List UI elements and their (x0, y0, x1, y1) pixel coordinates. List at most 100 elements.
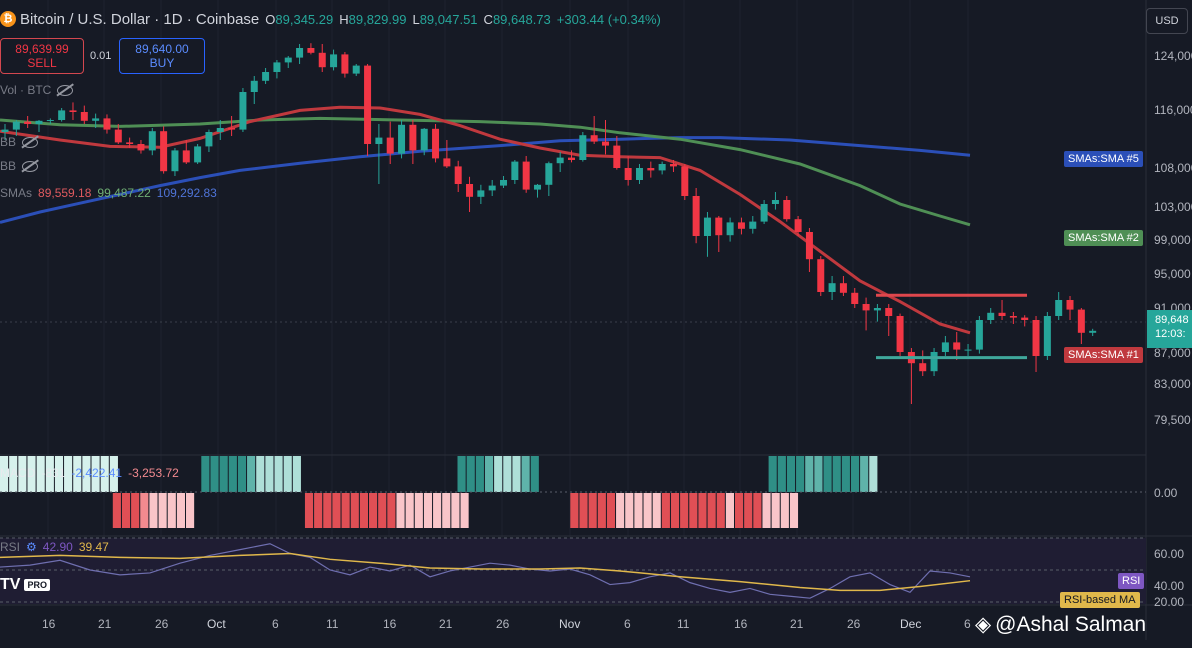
macd-bar (350, 493, 359, 528)
macd-bar (256, 456, 265, 492)
candle-body (1021, 317, 1029, 320)
candle-body (12, 121, 20, 130)
x-axis-label: 21 (439, 617, 453, 631)
candle-body (1043, 316, 1051, 356)
rsi-value: 42.90 (42, 540, 73, 554)
rsi-tag: RSI (1118, 573, 1145, 589)
macd-bar (314, 493, 323, 528)
candle-body (771, 200, 779, 204)
ohlc-low: L89,047.51 (412, 11, 478, 27)
candle-body (341, 54, 349, 74)
candle-body (851, 292, 859, 304)
macd-bar (369, 493, 378, 528)
macd-bar (869, 456, 878, 492)
ohlc-close: C89,648.73 (483, 11, 551, 27)
sma1-line (0, 105, 971, 335)
candle-body (488, 185, 496, 191)
macd-value-2: -2,422.41 (71, 466, 123, 480)
currency-selector[interactable]: USD (1146, 8, 1188, 34)
macd-bar (451, 493, 460, 528)
macd-bar (149, 493, 158, 528)
macd-bar (786, 456, 796, 492)
candle-body (375, 137, 383, 144)
macd-bar (570, 493, 579, 528)
bb-indicator-label-1[interactable]: BB (0, 135, 39, 149)
candle-body (941, 342, 949, 352)
candle-body (692, 196, 700, 236)
macd-indicator-label[interactable]: MACD -831 -2,422.41 -3,253.72 (0, 466, 179, 480)
price-axis-label: 95,000 (1154, 267, 1191, 281)
smas-indicator-label[interactable]: SMAs 89,559.18 99,487.22 109,292.83 (0, 186, 217, 200)
x-axis-label: 26 (496, 617, 510, 631)
candle-body (69, 110, 77, 112)
price-axis-label: 99,000 (1154, 233, 1191, 247)
current-price-tag: 89,648 12:03: (1147, 310, 1192, 348)
macd-bar (405, 493, 414, 528)
bb-indicator-label-2[interactable]: BB (0, 159, 39, 173)
candle-body (35, 120, 43, 124)
candle-body (975, 320, 983, 350)
candle-body (92, 118, 100, 121)
macd-bar (661, 493, 670, 528)
eye-hidden-icon[interactable] (22, 160, 39, 172)
x-axis-label: 6 (624, 617, 631, 631)
volume-indicator-label[interactable]: Vol · BTC (0, 83, 74, 97)
macd-bar (323, 493, 332, 528)
settings-icon[interactable]: ⚙ (26, 540, 37, 554)
rsi-indicator-label[interactable]: RSI ⚙ 42.90 39.47 (0, 540, 109, 554)
eye-hidden-icon[interactable] (22, 136, 39, 148)
candle-body (432, 128, 440, 159)
macd-bar (512, 456, 521, 492)
candle-body (998, 312, 1006, 316)
candle-body (919, 363, 927, 372)
buy-button[interactable]: 89,640.00 BUY (119, 38, 205, 74)
macd-bar (121, 493, 131, 528)
macd-bar (494, 456, 503, 492)
sell-price: 89,639.99 (15, 42, 69, 56)
sma5-value: 109,292.83 (156, 186, 217, 200)
price-change: +303.44 (+0.34%) (556, 11, 661, 27)
macd-bar (753, 493, 762, 528)
candle-body (205, 132, 213, 147)
macd-bar (860, 456, 869, 492)
macd-bar (789, 493, 799, 528)
candle-body (114, 129, 122, 143)
candle-body (477, 190, 485, 197)
sma1-tag: SMAs:SMA #1 (1064, 347, 1143, 363)
candle-body (953, 342, 961, 350)
candle-body (885, 308, 893, 316)
candle-body (454, 166, 462, 184)
symbol-title[interactable]: Bitcoin / U.S. Dollar · 1D · Coinbase (20, 10, 260, 28)
macd-bar (378, 493, 387, 528)
sma2-line (0, 116, 971, 227)
macd-bar (457, 456, 466, 492)
candle-body (239, 92, 247, 130)
macd-bar (332, 493, 341, 528)
candle-body (409, 124, 417, 151)
macd-bar (530, 456, 539, 492)
candle-body (126, 142, 134, 144)
macd-bar (503, 456, 512, 492)
eye-hidden-icon[interactable] (57, 84, 74, 96)
ohlc-high: H89,829.99 (339, 11, 407, 27)
candle-body (58, 110, 66, 120)
macd-bar (341, 493, 350, 528)
bitcoin-icon: ₿ (0, 11, 16, 27)
macd-bar (616, 493, 625, 528)
candle-body (534, 184, 542, 190)
x-axis-label: 16 (734, 617, 748, 631)
sell-button[interactable]: 89,639.99 SELL (0, 38, 84, 74)
x-axis-label: 6 (964, 617, 971, 631)
macd-bar (643, 493, 652, 528)
candle-body (862, 304, 870, 311)
price-axis-label: 116,000 (1154, 103, 1192, 117)
symbol-header[interactable]: ₿ Bitcoin / U.S. Dollar · 1D · Coinbase … (0, 8, 661, 30)
macd-bar (814, 456, 823, 492)
candle-body (760, 204, 768, 222)
macd-bar (18, 456, 27, 492)
x-axis-label: 26 (155, 617, 169, 631)
sma1-value: 89,559.18 (38, 186, 92, 200)
candle-body (318, 52, 326, 68)
candle-body (613, 145, 621, 168)
